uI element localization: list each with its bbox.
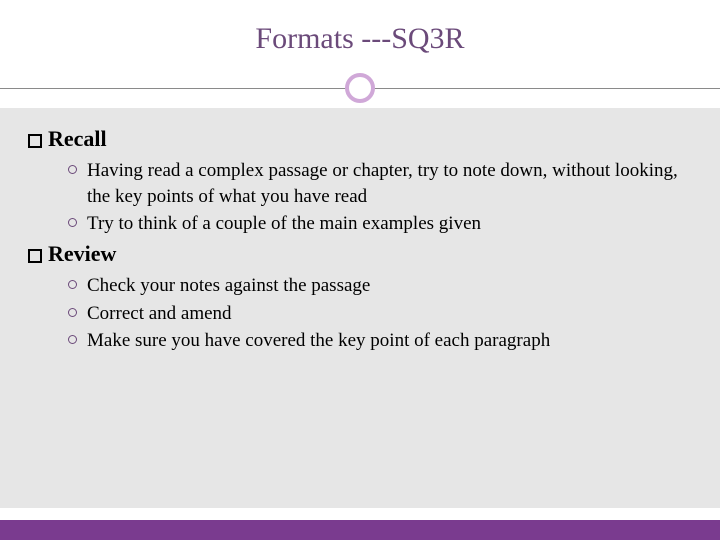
section-recall: Recall Having read a complex passage or … [28, 126, 692, 237]
circle-bullet-icon [68, 308, 77, 317]
section-title: Recall [48, 126, 107, 152]
section-title: Review [48, 241, 116, 267]
accent-circle-icon [345, 73, 375, 103]
list-item: Correct and amend [68, 301, 692, 327]
bullet-text: Make sure you have covered the key point… [87, 328, 550, 354]
slide-title: Formats ---SQ3R [0, 22, 720, 56]
section-review: Review Check your notes against the pass… [28, 241, 692, 354]
square-bullet-icon [28, 134, 42, 148]
bullet-text: Check your notes against the passage [87, 273, 370, 299]
list-item: Try to think of a couple of the main exa… [68, 211, 692, 237]
section-header: Recall [28, 126, 692, 152]
list-item: Check your notes against the passage [68, 273, 692, 299]
circle-bullet-icon [68, 335, 77, 344]
bullet-text: Try to think of a couple of the main exa… [87, 211, 481, 237]
slide-container: Formats ---SQ3R Recall Having read a com… [0, 0, 720, 540]
bullet-list: Check your notes against the passage Cor… [28, 273, 692, 354]
list-item: Make sure you have covered the key point… [68, 328, 692, 354]
bullet-text: Correct and amend [87, 301, 232, 327]
content-area: Recall Having read a complex passage or … [0, 108, 720, 508]
footer-bar [0, 520, 720, 540]
bullet-list: Having read a complex passage or chapter… [28, 158, 692, 237]
circle-bullet-icon [68, 218, 77, 227]
circle-bullet-icon [68, 165, 77, 174]
bullet-text: Having read a complex passage or chapter… [87, 158, 692, 209]
list-item: Having read a complex passage or chapter… [68, 158, 692, 209]
title-area: Formats ---SQ3R [0, 0, 720, 56]
square-bullet-icon [28, 249, 42, 263]
section-header: Review [28, 241, 692, 267]
circle-bullet-icon [68, 280, 77, 289]
